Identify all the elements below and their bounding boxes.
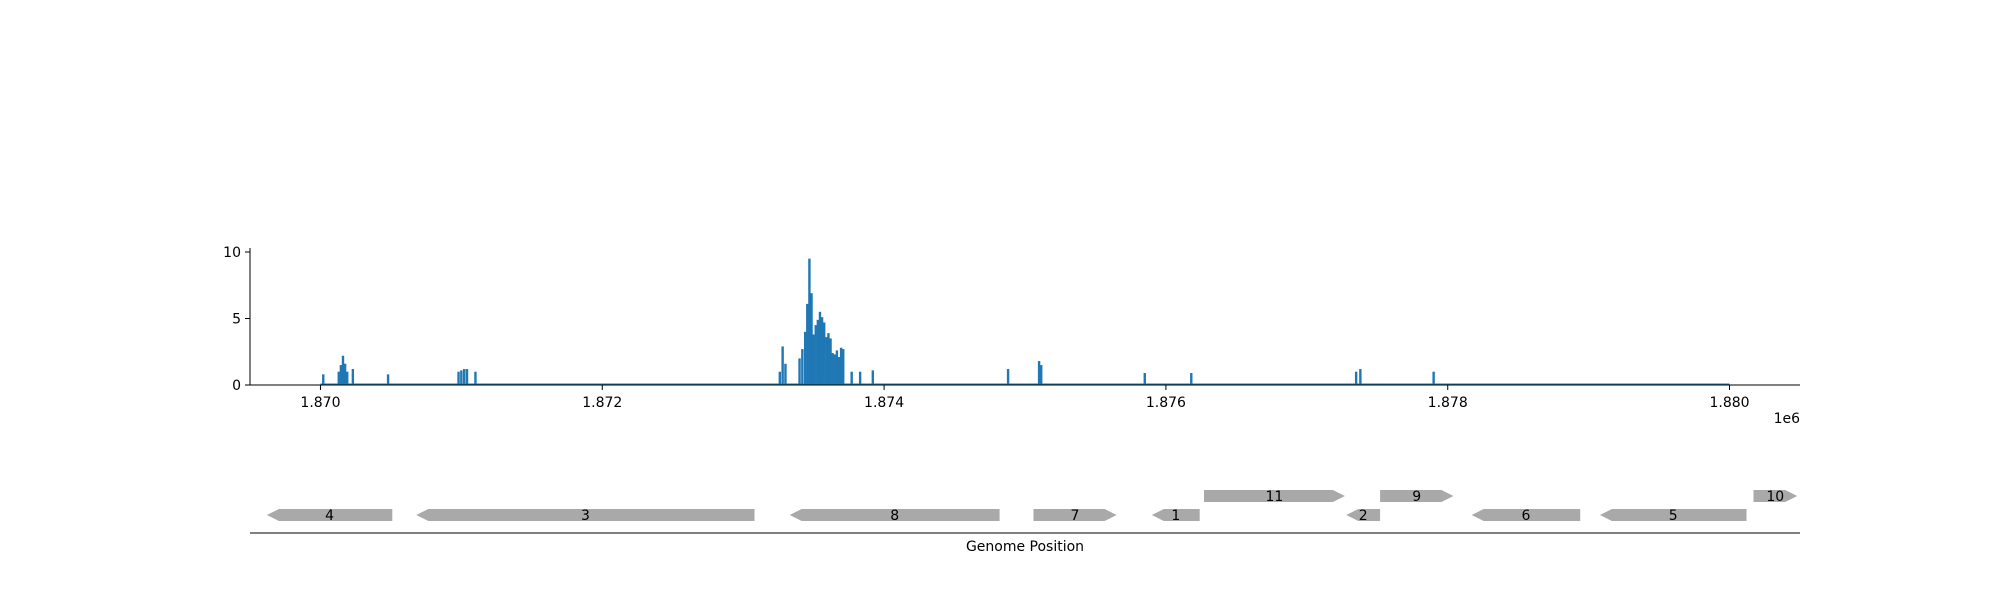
coverage-bar bbox=[337, 371, 340, 385]
coverage-bar bbox=[837, 357, 841, 385]
coverage-bar bbox=[850, 371, 853, 385]
x-axis-offset-label: 1e6 bbox=[1774, 411, 1801, 427]
coverage-bar bbox=[462, 369, 466, 385]
gene-label: 6 bbox=[1521, 508, 1530, 524]
gene-arrow bbox=[789, 509, 1000, 521]
gene-label: 11 bbox=[1265, 489, 1283, 505]
coverage-bar bbox=[829, 338, 832, 385]
coverage-bar bbox=[343, 363, 347, 385]
y-tick-label: 10 bbox=[223, 245, 241, 261]
coverage-bar bbox=[474, 371, 477, 385]
coverage-bar bbox=[798, 358, 801, 385]
x-tick-label: 1.880 bbox=[1709, 395, 1749, 411]
coverage-bar bbox=[810, 293, 813, 385]
coverage-bar bbox=[816, 319, 820, 385]
x-axis-title: Genome Position bbox=[966, 539, 1084, 555]
coverage-bar bbox=[322, 374, 325, 385]
coverage-bar bbox=[801, 349, 804, 385]
y-axis-ticks: 0 5 10 bbox=[223, 245, 250, 394]
coverage-bar bbox=[1432, 371, 1435, 385]
coverage-bar bbox=[339, 365, 343, 385]
coverage-bar bbox=[808, 258, 811, 385]
gene-arrow bbox=[1753, 490, 1798, 502]
gene-arrow bbox=[1033, 509, 1117, 521]
coverage-bar bbox=[827, 333, 830, 385]
coverage-bar bbox=[839, 347, 843, 385]
coverage-bar bbox=[781, 346, 784, 385]
coverage-bar bbox=[1037, 361, 1041, 385]
gene-arrow bbox=[1471, 509, 1581, 521]
coverage-bar bbox=[803, 331, 807, 385]
gene-label: 4 bbox=[325, 508, 334, 524]
coverage-bar bbox=[835, 350, 839, 385]
coverage-bar bbox=[778, 371, 782, 385]
gene-label: 1 bbox=[1171, 508, 1180, 524]
coverage-bars bbox=[322, 258, 1435, 385]
coverage-bar bbox=[1040, 365, 1043, 385]
coverage-bar bbox=[784, 363, 787, 385]
coverage-bar bbox=[341, 355, 345, 385]
x-tick-label: 1.874 bbox=[864, 395, 904, 411]
coverage-bar bbox=[806, 303, 809, 385]
gene-label: 7 bbox=[1071, 508, 1080, 524]
coverage-bar bbox=[1143, 373, 1146, 385]
gene-arrow bbox=[1346, 509, 1381, 521]
gene-arrow bbox=[1380, 490, 1454, 502]
gene-label: 3 bbox=[581, 508, 590, 524]
x-axis-ticks: 1.870 1.872 1.874 1.876 1.878 1.880 bbox=[300, 385, 1750, 411]
coverage-bar bbox=[831, 353, 834, 385]
coverage-bar bbox=[858, 371, 862, 385]
coverage-bar bbox=[1190, 373, 1193, 385]
coverage-bar bbox=[812, 334, 815, 385]
coverage-bar bbox=[1359, 369, 1362, 385]
coverage-bar bbox=[1006, 369, 1010, 385]
coverage-bar bbox=[823, 322, 826, 385]
gene-arrow bbox=[1204, 490, 1345, 502]
coverage-bar bbox=[833, 354, 836, 385]
coverage-bar bbox=[346, 371, 349, 385]
y-tick-label: 5 bbox=[232, 311, 241, 327]
gene-arrow bbox=[1151, 509, 1200, 521]
coverage-bar bbox=[460, 370, 463, 385]
coverage-bar bbox=[820, 317, 824, 385]
gene-label: 8 bbox=[890, 508, 899, 524]
coverage-bar bbox=[457, 371, 460, 385]
coverage-bar bbox=[465, 369, 469, 385]
gene-label: 2 bbox=[1359, 508, 1368, 524]
coverage-bar bbox=[825, 337, 828, 385]
x-tick-label: 1.876 bbox=[1146, 395, 1186, 411]
coverage-bar bbox=[818, 311, 822, 385]
coverage-bar bbox=[871, 370, 875, 385]
coverage-bar bbox=[814, 325, 817, 385]
gene-label: 9 bbox=[1412, 489, 1421, 505]
gene-label: 10 bbox=[1766, 489, 1784, 505]
gene-arrow bbox=[266, 509, 393, 521]
x-tick-label: 1.872 bbox=[582, 395, 622, 411]
gene-arrow bbox=[1599, 509, 1747, 521]
coverage-bar bbox=[1354, 371, 1358, 385]
y-tick-label: 0 bbox=[232, 378, 241, 394]
gene-arrow bbox=[416, 509, 755, 521]
x-tick-label: 1.870 bbox=[300, 395, 340, 411]
x-tick-label: 1.878 bbox=[1428, 395, 1468, 411]
coverage-bar bbox=[386, 374, 390, 385]
coverage-bar bbox=[351, 369, 355, 385]
gene-label: 5 bbox=[1669, 508, 1678, 524]
coverage-bar bbox=[842, 349, 845, 385]
